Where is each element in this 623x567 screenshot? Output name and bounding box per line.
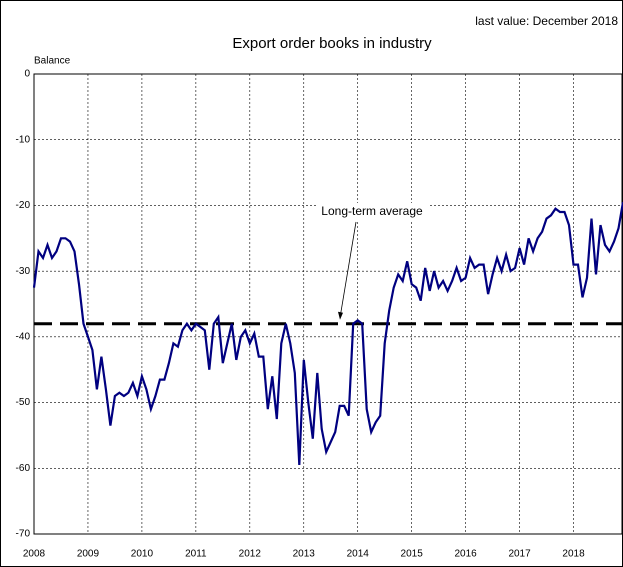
y-axis-label: Balance xyxy=(34,56,71,67)
chart-title: Export order books in industry xyxy=(232,35,432,52)
x-tick-label: 2012 xyxy=(239,549,262,560)
x-tick-label: 2013 xyxy=(293,549,316,560)
subtitle: last value: December 2018 xyxy=(475,14,618,28)
annotation-arrow xyxy=(339,221,357,318)
y-tick-label: -50 xyxy=(16,397,31,408)
y-tick-label: -10 xyxy=(16,134,31,145)
x-tick-label: 2008 xyxy=(23,549,46,560)
y-tick-label: -60 xyxy=(16,463,31,474)
y-tick-label: -70 xyxy=(16,529,31,540)
y-tick-label: -30 xyxy=(16,266,31,277)
y-tick-label: -40 xyxy=(16,331,31,342)
x-tick-label: 2010 xyxy=(131,549,154,560)
data-line xyxy=(32,201,623,466)
y-tick-label: -20 xyxy=(16,200,31,211)
x-tick-label: 2018 xyxy=(562,549,585,560)
x-tick-label: 2014 xyxy=(347,549,370,560)
annotation-box xyxy=(316,203,428,221)
x-tick-label: 2015 xyxy=(401,549,424,560)
arrow-head xyxy=(338,311,343,320)
x-tick-label: 2011 xyxy=(185,549,207,560)
annotation: Long-term average xyxy=(321,204,423,218)
y-tick-label: 0 xyxy=(24,69,30,80)
x-tick-label: 2016 xyxy=(454,549,477,560)
x-tick-label: 2009 xyxy=(77,549,100,560)
x-tick-label: 2017 xyxy=(508,549,531,560)
